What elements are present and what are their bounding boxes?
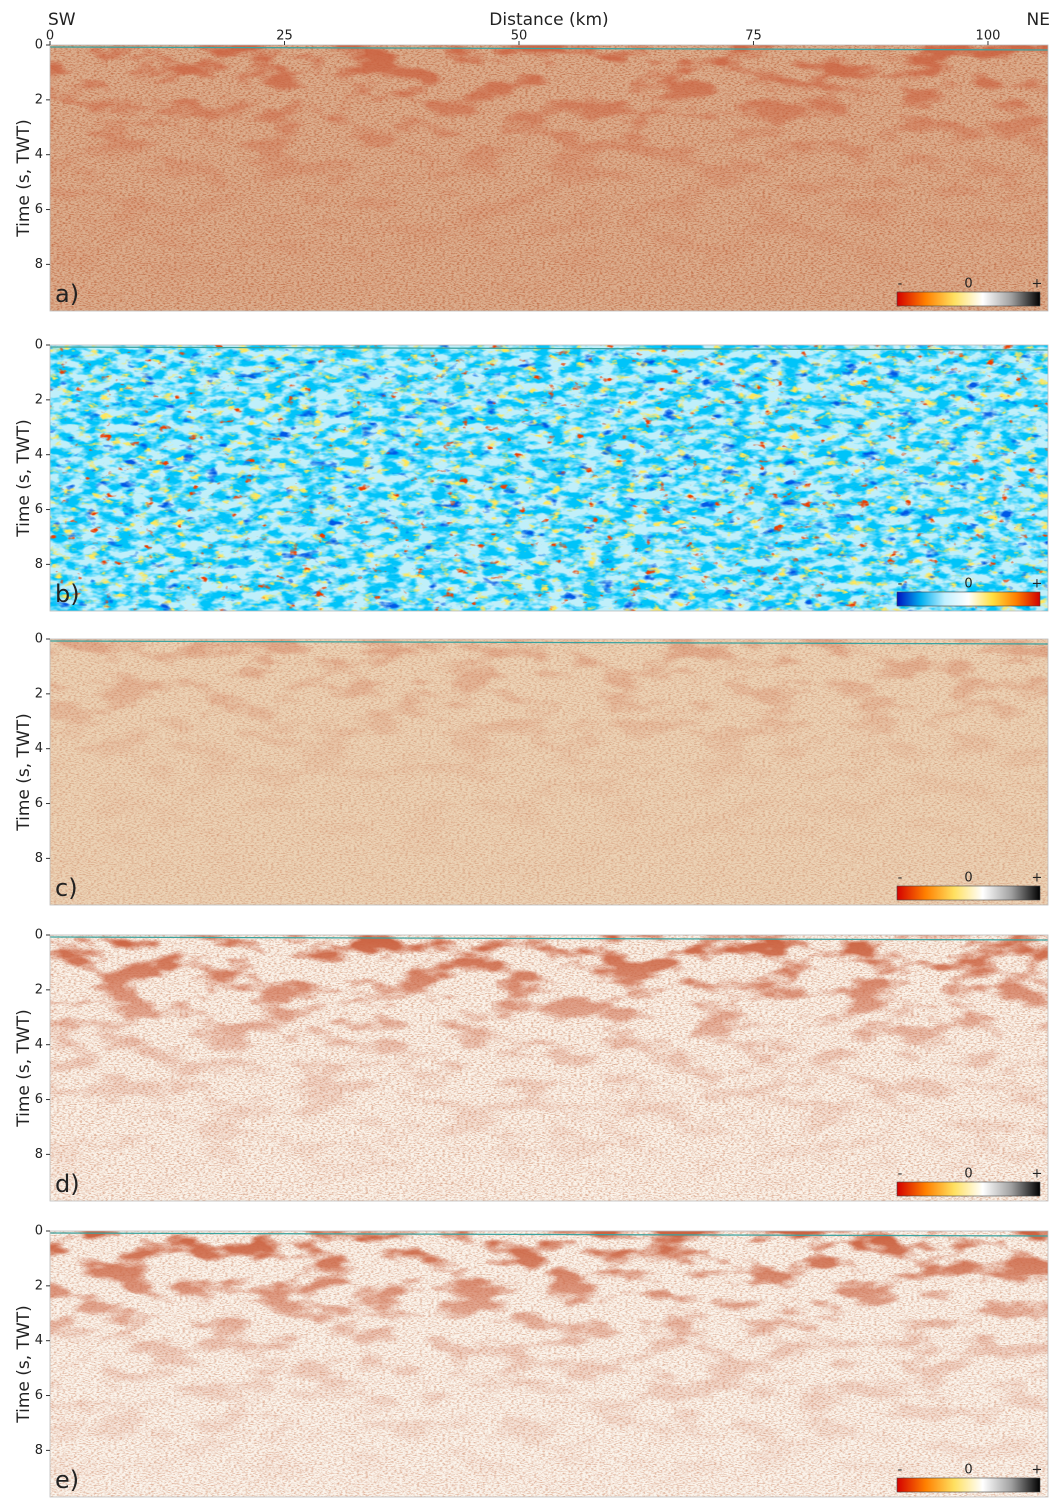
panel-label: a) [55, 280, 79, 308]
y-tick-label: 6 [35, 202, 43, 217]
x-tick-label: 25 [276, 29, 293, 44]
colorbar [896, 1477, 1041, 1493]
seafloor-line [49, 936, 1049, 941]
seismic-panel: 0 2 4 6 8 Time (s, TWT) d) - 0 + [14, 928, 1049, 1202]
x-tick-label: 75 [745, 29, 762, 44]
y-axis-label: Time (s, TWT) [14, 1305, 34, 1424]
y-tick-label: 8 [35, 1147, 43, 1162]
colorbar-label: - [898, 1463, 903, 1478]
y-axis-label: Time (s, TWT) [14, 1009, 34, 1128]
panel-label: e) [55, 1466, 79, 1494]
x-tick-label: 0 [46, 29, 54, 44]
colorbar-label: 0 [964, 577, 972, 592]
section-texture [50, 1231, 1048, 1497]
plot-frame [49, 344, 1049, 612]
colorbar-label: + [1032, 871, 1043, 886]
panel-label: d) [55, 1170, 80, 1198]
colorbar-label: 0 [964, 1167, 972, 1182]
y-tick-label: 2 [35, 982, 43, 997]
colorbar-label: 0 [964, 277, 972, 292]
x-tick-label: 100 [976, 29, 1001, 44]
seafloor-line [49, 640, 1049, 645]
y-tick-label: 2 [35, 1278, 43, 1293]
y-tick-label: 0 [35, 338, 43, 353]
y-tick-label: 2 [35, 92, 43, 107]
y-tick-label: 4 [35, 1333, 43, 1348]
section-texture [50, 345, 1048, 611]
colorbar [896, 885, 1041, 901]
seismic-panel: 0 2 4 6 8 Time (s, TWT) a) - 0 +0 25 50 75 100 Distanc… [14, 10, 1050, 312]
y-axis-label: Time (s, TWT) [14, 419, 34, 538]
seafloor-line [49, 346, 1049, 351]
seafloor-line [49, 1232, 1049, 1237]
y-axis-label: Time (s, TWT) [14, 119, 34, 238]
x-tick-label: 50 [511, 29, 528, 44]
y-tick-label: 6 [35, 796, 43, 811]
colorbar-label: 0 [964, 1463, 972, 1478]
y-tick-label: 8 [35, 851, 43, 866]
y-tick-label: 4 [35, 147, 43, 162]
x-axis-title: Distance (km) [489, 10, 608, 30]
y-tick-label: 8 [35, 1443, 43, 1458]
seismic-panel: 0 2 4 6 8 Time (s, TWT) b) - 0 + [14, 338, 1049, 612]
y-tick-label: 6 [35, 1092, 43, 1107]
panel-label: c) [55, 874, 78, 902]
colorbar [896, 1181, 1041, 1197]
section-texture [50, 935, 1048, 1201]
y-tick-label: 0 [35, 632, 43, 647]
section-texture [50, 45, 1048, 311]
colorbar-label: - [898, 577, 903, 592]
y-tick-label: 0 [35, 38, 43, 53]
y-tick-label: 4 [35, 1037, 43, 1052]
y-tick-label: 6 [35, 502, 43, 517]
colorbar [896, 591, 1041, 607]
direction-label: SW [48, 10, 76, 30]
colorbar-label: + [1032, 1167, 1043, 1182]
y-tick-label: 0 [35, 1224, 43, 1239]
y-tick-label: 4 [35, 447, 43, 462]
colorbar [896, 291, 1041, 307]
colorbar-label: - [898, 1167, 903, 1182]
colorbar-label: 0 [964, 871, 972, 886]
y-axis-label: Time (s, TWT) [14, 713, 34, 832]
y-tick-label: 6 [35, 1388, 43, 1403]
direction-label: NE [1027, 10, 1050, 30]
y-tick-label: 0 [35, 928, 43, 943]
plot-frame [49, 1230, 1049, 1498]
seismic-panel: 0 2 4 6 8 Time (s, TWT) e) - 0 + [14, 1224, 1049, 1498]
seafloor-line [49, 46, 1049, 51]
colorbar-label: + [1032, 1463, 1043, 1478]
y-tick-label: 2 [35, 686, 43, 701]
plot-frame [49, 638, 1049, 906]
panel-label: b) [55, 580, 80, 608]
plot-frame [49, 934, 1049, 1202]
colorbar-label: - [898, 277, 903, 292]
colorbar-label: + [1032, 577, 1043, 592]
colorbar-label: + [1032, 277, 1043, 292]
y-tick-label: 4 [35, 741, 43, 756]
colorbar-label: - [898, 871, 903, 886]
y-tick-label: 2 [35, 392, 43, 407]
y-tick-label: 8 [35, 257, 43, 272]
plot-frame [49, 44, 1049, 312]
y-tick-label: 8 [35, 557, 43, 572]
seismic-panel: 0 2 4 6 8 Time (s, TWT) c) - 0 + [14, 632, 1049, 906]
section-texture [50, 639, 1048, 905]
